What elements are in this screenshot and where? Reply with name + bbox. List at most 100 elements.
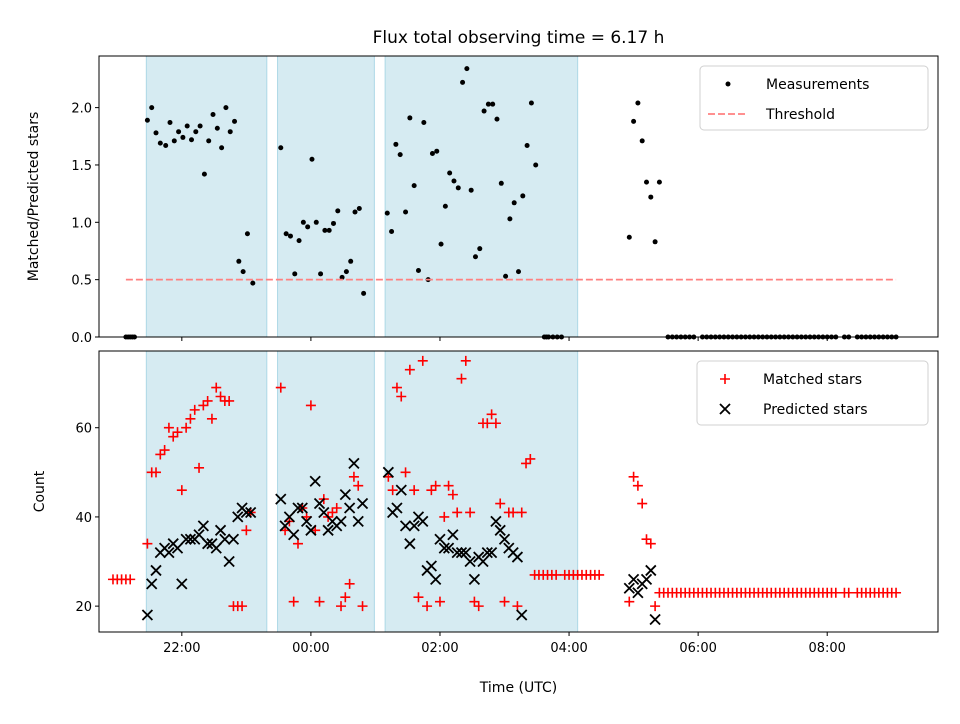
matched-stars-point (439, 511, 450, 522)
x-axis-label: Time (UTC) (479, 680, 557, 696)
measurement-point (503, 273, 509, 279)
predicted-stars-point (511, 551, 524, 563)
predicted-stars-point (184, 533, 197, 545)
measurement-point (528, 100, 534, 106)
measurement-point (507, 216, 513, 222)
legend-label: Predicted stars (763, 402, 868, 418)
measurement-point (356, 206, 362, 212)
measurement-point (313, 219, 319, 225)
predicted-stars-point (391, 502, 403, 514)
matched-stars-point (426, 485, 437, 496)
matched-stars-point (430, 480, 441, 491)
matched-stars-point (275, 382, 286, 393)
measurement-point (361, 290, 367, 296)
matched-stars-point (396, 391, 407, 402)
predicted-stars-point (438, 542, 450, 554)
measurement-point (335, 208, 341, 214)
matched-stars-point (125, 574, 136, 585)
matched-stars-point (525, 453, 536, 464)
predicted-stars-point (417, 515, 429, 528)
predicted-stars-point (348, 457, 360, 470)
predicted-stars-point (343, 502, 356, 514)
predicted-stars-point (150, 564, 162, 577)
measurement-point (309, 156, 315, 162)
predicted-stars-point (451, 546, 463, 559)
matched-stars-point (404, 364, 415, 375)
matched-stars-point (155, 449, 166, 460)
matched-stars-point (465, 507, 476, 518)
legend-label: Threshold (765, 107, 835, 123)
x-tick-label: 06:00 (679, 641, 716, 656)
measurement-point (520, 193, 526, 199)
measurement-point (352, 209, 358, 215)
measurement-point (171, 138, 177, 144)
measurement-point (635, 100, 641, 106)
measurement-point (326, 227, 332, 233)
matched-stars-point (490, 418, 501, 429)
y-axis-label: Count (32, 470, 48, 512)
predicted-stars-point (275, 493, 287, 505)
measurement-point (214, 125, 220, 131)
y-tick-label: 0.0 (71, 331, 92, 346)
y-tick-label: 20 (75, 600, 92, 615)
matched-stars-point (151, 467, 162, 478)
measurement-point (176, 129, 182, 135)
matched-stars-point (512, 601, 523, 612)
predicted-stars-point (404, 538, 416, 550)
measurement-point (206, 138, 212, 144)
measurement-point (189, 137, 195, 143)
measurement-point (296, 238, 302, 244)
plot-frame (98, 55, 939, 338)
measurement-point (330, 220, 336, 226)
legend-label: Matched stars (763, 372, 862, 388)
predicted-stars-point (477, 555, 489, 568)
measurement-point (278, 145, 284, 151)
matched-stars-point (211, 382, 222, 393)
matched-stars-point (632, 480, 643, 491)
measurement-point (485, 101, 491, 107)
matched-stars-point (447, 489, 458, 500)
measurement-point (283, 231, 289, 237)
predicted-stars-point (202, 538, 214, 550)
matched-stars-point (336, 601, 347, 612)
matched-stars-point (486, 409, 497, 420)
predicted-stars-point (171, 542, 184, 554)
matched-stars-point (516, 507, 527, 518)
measurement-point (389, 228, 395, 234)
measurement-point (511, 200, 517, 206)
legend: Measurements Threshold (699, 65, 929, 131)
y-tick-label: 1.5 (71, 159, 92, 174)
predicted-stars-point (516, 609, 528, 621)
matched-stars-point (830, 587, 841, 598)
x-tick-label: 02:00 (421, 641, 458, 656)
matched-stars-point (624, 596, 635, 607)
measurement-point (494, 116, 500, 122)
matched-stars-point (650, 601, 661, 612)
measurement-point (163, 142, 169, 148)
matched-stars-point (215, 391, 226, 402)
measurement-point (322, 227, 328, 233)
measurement-point (415, 267, 421, 273)
measurement-point (210, 111, 216, 117)
x-tick-label: 04:00 (550, 641, 587, 656)
predicted-stars-point (146, 578, 158, 590)
predicted-stars-point (645, 564, 657, 577)
predicted-stars-point (430, 573, 442, 586)
matched-stars-point (340, 592, 351, 603)
predicted-stars-point (382, 466, 394, 478)
matched-stars-point (344, 578, 355, 589)
measurement-point (434, 148, 440, 154)
measurement-point (438, 241, 444, 247)
matched-stars-point (198, 400, 209, 411)
measurement-point (626, 234, 632, 240)
matched-stars-point (400, 467, 411, 478)
matched-stars-point (305, 400, 316, 411)
matched-stars-point (357, 601, 368, 612)
predicted-stars-point (425, 560, 438, 572)
matched-stars-point (387, 485, 398, 496)
predicted-stars-point (318, 506, 330, 519)
predicted-stars-point (223, 555, 235, 568)
predicted-stars-point (288, 529, 300, 541)
measurement-point (393, 141, 399, 147)
